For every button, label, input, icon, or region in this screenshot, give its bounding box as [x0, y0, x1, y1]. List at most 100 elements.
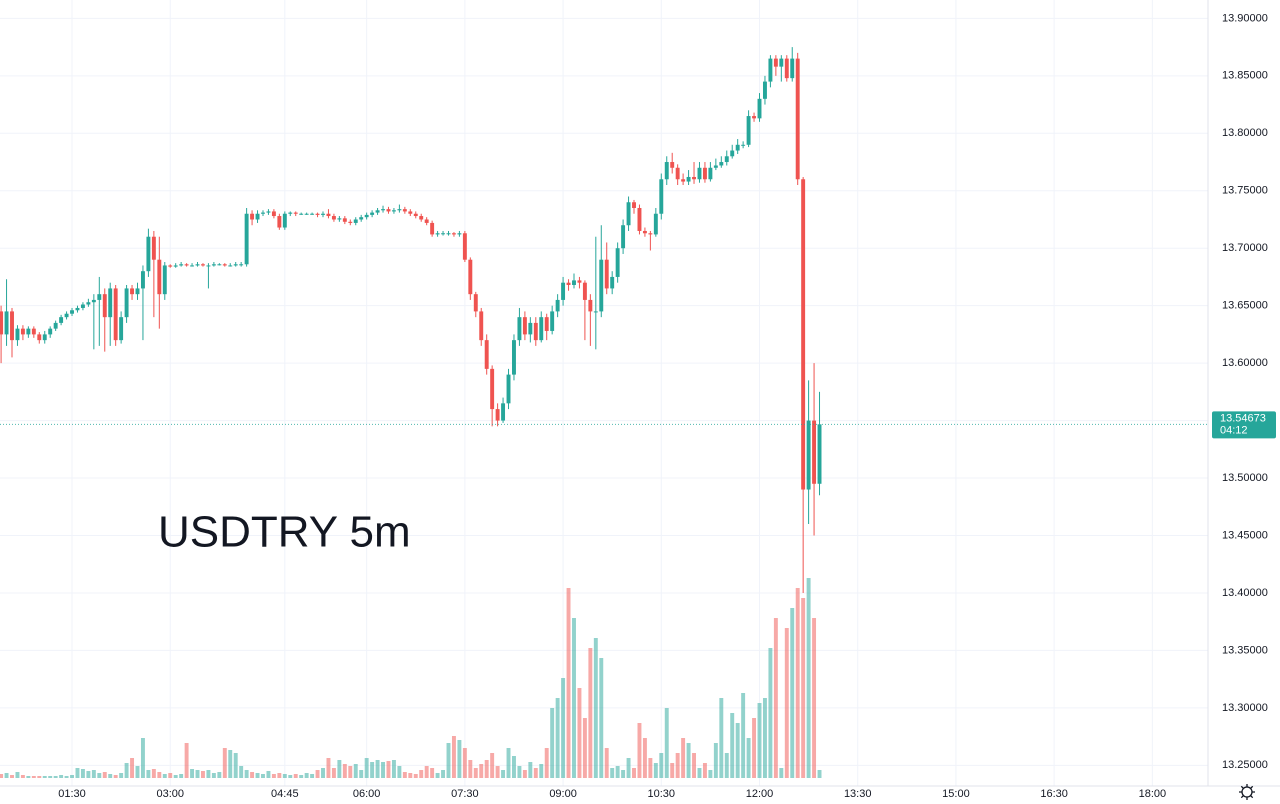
candle-body — [561, 282, 566, 300]
candle-body — [91, 299, 96, 303]
volume-bar — [53, 776, 58, 778]
volume-bar — [64, 776, 69, 778]
volume-bar — [692, 753, 696, 778]
x-tick-label: 03:00 — [156, 788, 184, 800]
candle-body — [271, 211, 276, 217]
candle-body — [184, 264, 189, 266]
candle-body — [795, 58, 800, 180]
candle-body — [102, 294, 107, 318]
volume-bar — [801, 598, 806, 778]
volume-bar — [610, 768, 615, 778]
volume-bar — [522, 770, 527, 778]
volume-bar — [702, 763, 707, 778]
x-tick-label: 09:00 — [549, 788, 577, 800]
volume-bar — [479, 764, 484, 778]
settings-icon[interactable] — [1239, 784, 1255, 800]
candle-body — [653, 213, 658, 235]
volume-bar — [795, 588, 800, 778]
volume-bar — [353, 764, 358, 778]
volume-bar — [15, 772, 20, 778]
volume-bar — [31, 776, 36, 778]
volume-bar — [108, 774, 113, 778]
candle-body — [517, 317, 522, 341]
volume-bar — [206, 770, 211, 778]
volume-bar — [741, 693, 746, 778]
y-tick-label: 13.60000 — [1222, 357, 1268, 369]
volume-bar — [321, 768, 325, 778]
y-tick-label: 13.65000 — [1222, 300, 1268, 312]
volume-bar — [435, 773, 440, 778]
candle-body — [321, 213, 325, 215]
candle-body — [304, 213, 309, 215]
candle-body — [692, 176, 696, 180]
candle-body — [681, 179, 686, 182]
volume-bar — [168, 773, 173, 778]
candle-body — [664, 162, 669, 180]
volume-bar — [381, 762, 385, 778]
volume-bar — [239, 766, 244, 778]
candle-body — [402, 209, 407, 212]
x-tick-label: 18:00 — [1139, 788, 1167, 800]
candle-body — [730, 150, 735, 157]
volume-bar — [528, 762, 533, 778]
volume-bar — [746, 738, 751, 778]
x-tick-label: 04:45 — [271, 788, 299, 800]
candle-body — [512, 340, 516, 375]
candle-body — [113, 288, 118, 341]
candle-body — [539, 317, 544, 341]
volume-bar — [544, 748, 549, 778]
candle-body — [659, 179, 664, 214]
volume-bar — [533, 768, 538, 778]
volume-bar — [113, 775, 118, 778]
candle-body — [211, 264, 216, 266]
candle-body — [697, 167, 702, 180]
candle-body — [528, 322, 533, 335]
volume-bar — [364, 758, 369, 778]
candle-body — [140, 271, 145, 289]
candle-body — [533, 322, 538, 341]
candle-body — [741, 144, 746, 146]
volume-bar — [582, 718, 587, 778]
volume-bar — [293, 774, 298, 778]
volume-bar — [408, 773, 413, 778]
candle-body — [375, 210, 380, 213]
candle-body — [555, 299, 560, 312]
volume-bar — [222, 748, 227, 778]
candle-body — [648, 233, 653, 235]
candle-body — [4, 311, 9, 335]
candle-body — [86, 302, 91, 305]
x-tick-label: 06:00 — [353, 788, 381, 800]
y-tick-label: 13.40000 — [1222, 587, 1268, 599]
candle-body — [146, 236, 151, 272]
candle-body — [162, 265, 167, 295]
y-tick-label: 13.75000 — [1222, 185, 1268, 197]
candle-body — [462, 233, 467, 260]
candle-body — [484, 340, 489, 369]
candle-body — [762, 81, 767, 99]
volume-bar — [768, 648, 773, 778]
candle-body — [812, 420, 817, 484]
volume-bar — [512, 756, 516, 778]
volume-bar — [773, 618, 778, 778]
volume-bar — [752, 718, 757, 778]
y-tick-label: 13.90000 — [1222, 12, 1268, 24]
volume-bar — [37, 776, 42, 778]
volume-bar — [271, 774, 276, 778]
volume-bar — [632, 768, 636, 778]
y-tick-label: 13.85000 — [1222, 70, 1268, 82]
candle-body — [713, 165, 718, 168]
candle-body — [577, 280, 582, 283]
volume-bar — [441, 770, 446, 778]
volume-bar — [80, 769, 85, 778]
candle-body — [130, 288, 135, 295]
volume-bar — [250, 772, 255, 778]
volume-bar — [642, 738, 647, 778]
candle-body — [342, 218, 347, 222]
volume-bar — [757, 703, 762, 778]
volume-bar — [572, 618, 576, 778]
candle-body — [582, 282, 587, 300]
candle-body — [53, 322, 58, 329]
